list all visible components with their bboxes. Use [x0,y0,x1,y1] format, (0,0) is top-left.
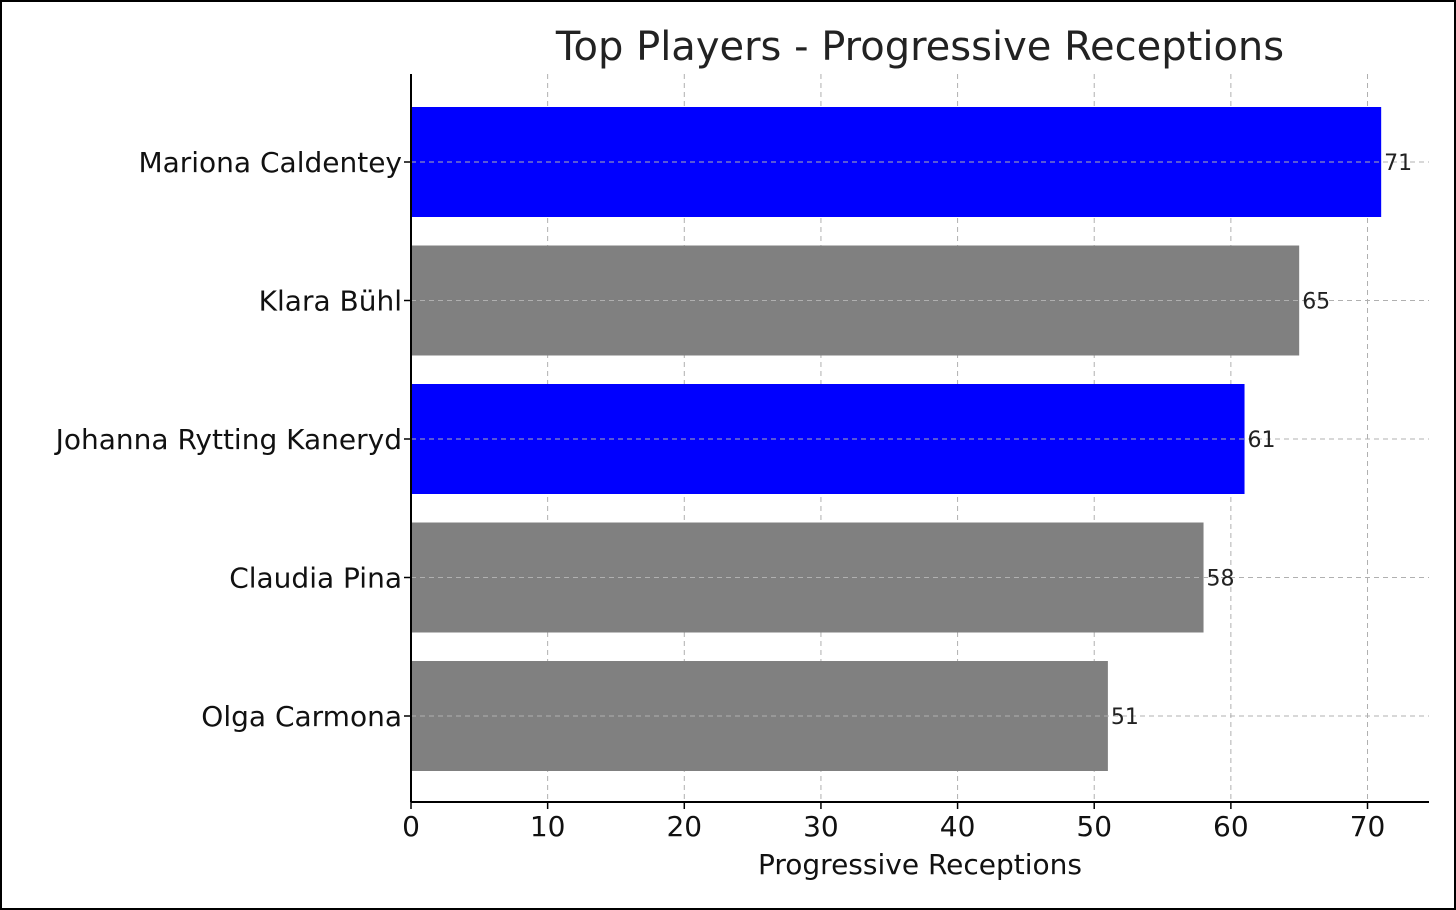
x-tick-labels: 0 10 20 30 40 50 60 70 [402,802,1385,843]
x-tick-label: 40 [940,810,976,843]
y-tick-label: Johanna Rytting Kaneryd [54,423,402,456]
data-labels: 71 65 61 58 51 [1111,151,1412,730]
x-tick-label: 10 [530,810,566,843]
x-tick-label: 0 [402,810,420,843]
x-axis-label: Progressive Receptions [758,848,1082,881]
y-tick-labels: Mariona Caldentey Klara Bühl Johanna Rytti… [54,146,411,733]
bar [411,107,1382,217]
y-tick-label: Mariona Caldentey [138,146,402,179]
y-tick-label: Claudia Pina [229,562,402,595]
x-tick-label: 20 [666,810,702,843]
data-label: 71 [1384,151,1412,176]
data-label: 61 [1248,428,1276,453]
chart-title: Top Players - Progressive Receptions [555,24,1284,70]
data-label: 51 [1111,705,1139,730]
bar [411,661,1108,771]
x-tick-label: 50 [1076,810,1112,843]
x-tick-label: 70 [1350,810,1386,843]
data-label: 65 [1302,290,1330,315]
bars [411,107,1429,771]
axes [410,74,1429,803]
y-tick-label: Olga Carmona [201,700,402,733]
x-tick-label: 60 [1213,810,1249,843]
data-label: 58 [1207,567,1235,592]
y-tick-label: Klara Bühl [259,285,402,318]
x-tick-label: 30 [803,810,839,843]
